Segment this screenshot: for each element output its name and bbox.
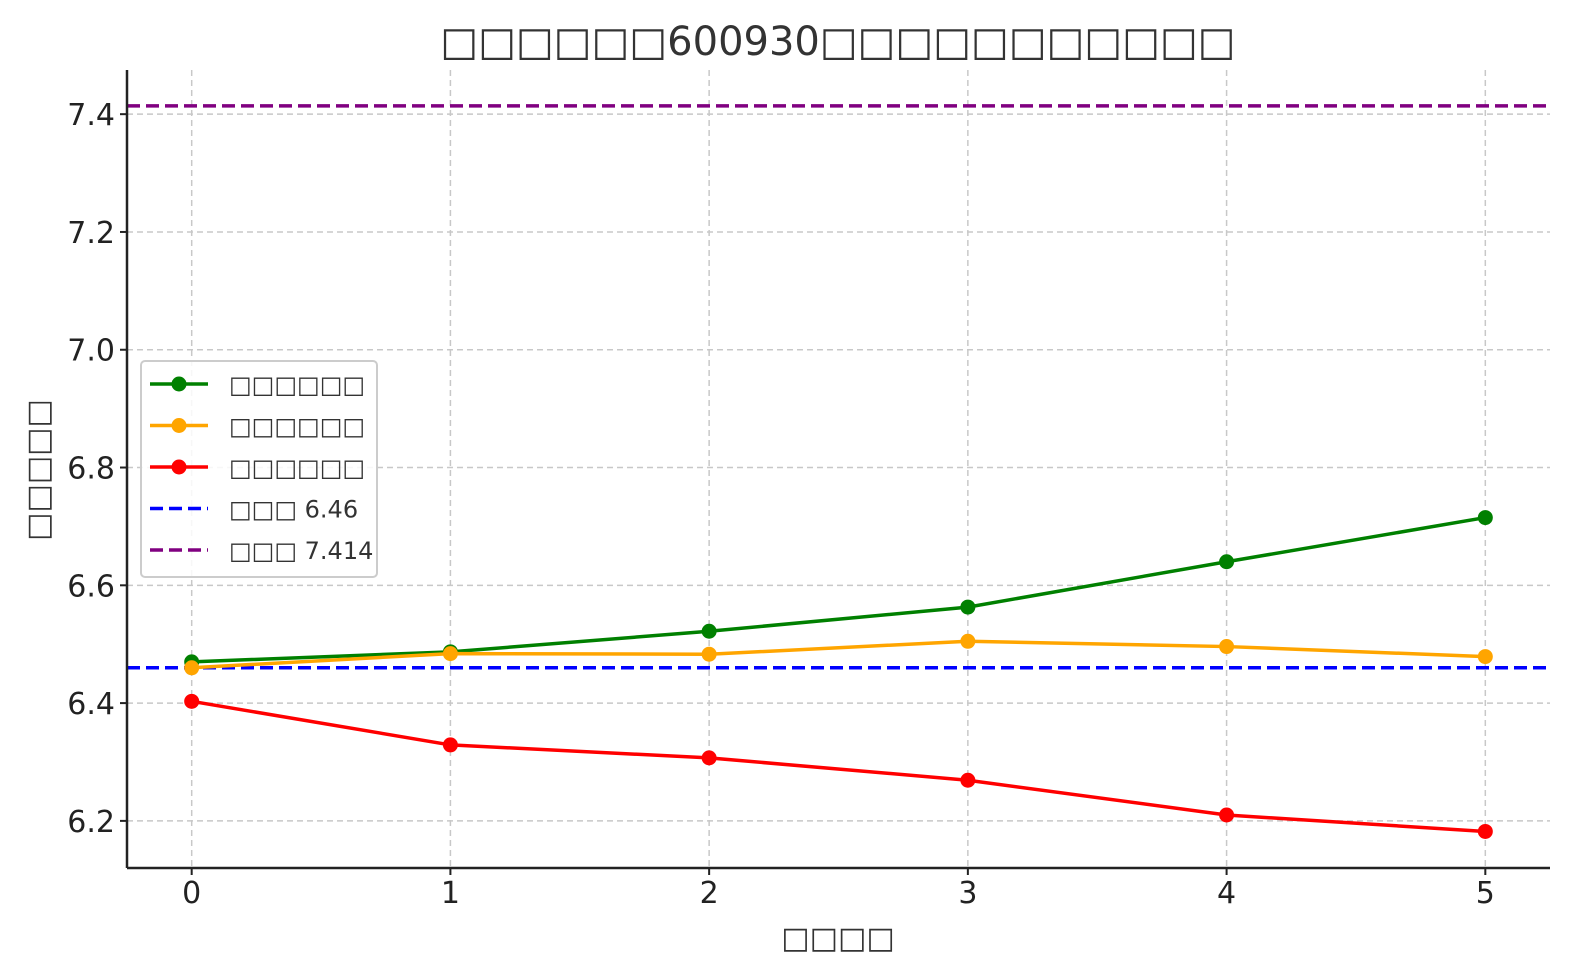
reference-lines <box>127 104 1550 670</box>
legend-label: □□□ 6.46 <box>229 496 358 524</box>
y-tick-label: 6.6 <box>67 569 115 604</box>
y-tick-label: 7.2 <box>67 216 115 251</box>
x-tick-label: 4 <box>1217 876 1236 911</box>
legend-box <box>140 360 378 578</box>
x-tick-label: 1 <box>441 876 460 911</box>
axis-ticks: 0 1 2 3 4 5 6.2 6.4 6.6 6.8 7.0 7.2 7.4 <box>67 98 1495 911</box>
data-point <box>1219 807 1235 823</box>
legend-label: □□□□□□ <box>229 413 365 441</box>
y-tick-label: 6.4 <box>67 687 115 722</box>
legend-label: □□□ 7.414 <box>229 537 373 565</box>
series-line <box>191 639 1486 670</box>
data-point <box>960 599 976 615</box>
legend-marker <box>171 376 187 392</box>
data-point <box>184 660 200 676</box>
legend-marker <box>171 418 187 433</box>
y-tick-label: 7.0 <box>67 334 115 369</box>
x-tick-label: 3 <box>958 876 977 911</box>
data-point <box>1219 554 1235 570</box>
series-line <box>191 515 1486 664</box>
y-axis-label: □□□□□ <box>21 399 56 541</box>
legend-label: □□□□□□ <box>229 371 365 399</box>
chart-title: □□□□□□600930□□□□□□□□□□□ <box>440 19 1235 65</box>
data-point <box>1219 639 1235 655</box>
y-tick-label: 6.2 <box>67 805 115 840</box>
x-axis-label: □□□□ <box>781 921 894 956</box>
data-point <box>442 646 458 662</box>
data-point <box>960 772 976 788</box>
data-point <box>701 646 717 662</box>
data-point <box>701 623 717 639</box>
x-tick-label: 2 <box>700 876 719 911</box>
legend-label: □□□□□□ <box>229 454 365 482</box>
data-point <box>1477 649 1493 665</box>
data-point <box>1477 823 1493 839</box>
x-tick-label: 5 <box>1476 876 1495 911</box>
series-line <box>191 699 1486 834</box>
series-lines <box>184 510 1493 839</box>
data-point <box>1477 510 1493 526</box>
legend: □□□□□□ □□□□□□ □□□□□□ □□□ 6.46 □□□ 7.414 <box>140 360 378 578</box>
data-point <box>701 750 717 766</box>
x-tick-label: 0 <box>182 876 201 911</box>
data-point <box>960 633 976 649</box>
legend-marker <box>171 459 187 475</box>
data-point <box>442 737 458 753</box>
y-tick-label: 6.8 <box>67 452 115 487</box>
data-point <box>184 693 200 709</box>
y-tick-label: 7.4 <box>67 98 115 133</box>
